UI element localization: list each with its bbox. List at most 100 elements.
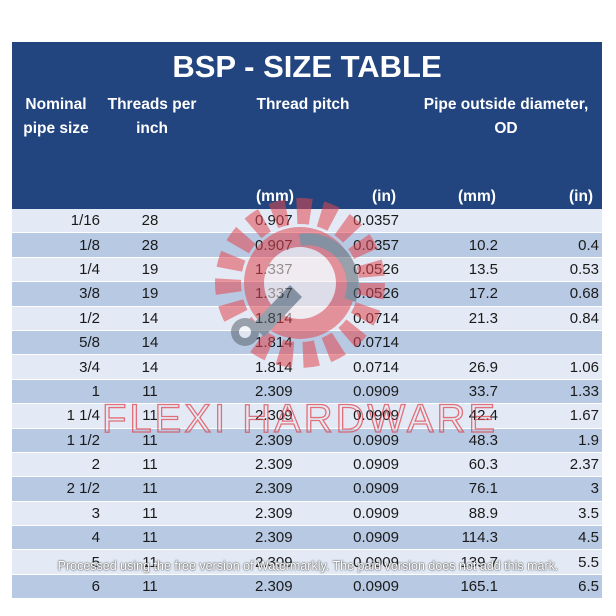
od-in-cell: 3.5 xyxy=(578,504,599,522)
table-row: 5/8 14 1.814 0.0714 xyxy=(12,330,602,356)
pitch-mm-cell: 2.309 xyxy=(255,382,293,400)
pitch-in-cell: 0.0909 xyxy=(353,456,399,474)
pitch-in-cell: 0.0714 xyxy=(353,358,399,376)
od-in-cell: 1.9 xyxy=(578,431,599,449)
od-mm-cell: 114.3 xyxy=(461,529,498,547)
pitch-mm-cell: 2.309 xyxy=(255,431,293,449)
threads-cell: 11 xyxy=(142,504,158,522)
watermark-footnote: Processed using the free version of Wate… xyxy=(57,559,559,573)
pitch-in-cell: 0.0909 xyxy=(353,382,399,400)
threads-cell: 28 xyxy=(141,236,159,254)
od-mm-cell: 42.4 xyxy=(468,407,498,425)
od-in-cell: 5.5 xyxy=(578,553,599,571)
pitch-mm-cell: 2.309 xyxy=(255,578,293,596)
od-mm-cell: 33.7 xyxy=(468,382,498,400)
threads-cell: 11 xyxy=(142,407,158,425)
nominal-size-cell: 6 xyxy=(91,578,100,596)
table-row: 2 1/2 11 2.309 0.0909 76.1 3 xyxy=(12,477,602,502)
nominal-size-cell: 2 xyxy=(91,456,100,474)
od-mm-cell: 17.2 xyxy=(468,285,498,303)
od-in-cell: 0.53 xyxy=(569,260,599,278)
pitch-in-cell: 0.0714 xyxy=(353,309,399,327)
header-nominal-line2: pipe size xyxy=(23,120,89,137)
header-pitch: Thread pitch xyxy=(256,96,350,113)
pitch-in-cell: 0.0714 xyxy=(353,334,399,352)
pitch-mm-cell: 2.309 xyxy=(255,480,293,498)
pitch-in-cell: 0.0357 xyxy=(353,236,399,254)
threads-cell: 11 xyxy=(142,456,158,474)
nominal-size-cell: 1 1/2 xyxy=(66,431,100,449)
nominal-size-cell: 1/16 xyxy=(70,212,100,230)
threads-cell: 28 xyxy=(141,212,159,230)
od-in-cell: 4.5 xyxy=(578,529,599,547)
od-mm-cell: 76.1 xyxy=(468,480,498,498)
table-body: 1/16 28 0.907 0.0357 1/8 28 0.907 0.0357 10.2 0.4… xyxy=(12,209,602,600)
od-in-cell: 6.5 xyxy=(578,578,599,596)
od-in-cell: 0.68 xyxy=(569,285,599,303)
pitch-in-cell: 0.0357 xyxy=(353,212,399,230)
header-od-line2: OD xyxy=(494,120,518,137)
nominal-size-cell: 2 1/2 xyxy=(66,480,100,498)
table-row: 2 11 2.309 0.0909 60.3 2.37 xyxy=(12,452,602,478)
nominal-size-cell: 1/2 xyxy=(79,309,100,327)
table-header: Nominal pipe size Threads per inch Threa… xyxy=(12,91,602,209)
nominal-size-cell: 3/4 xyxy=(79,358,100,376)
pitch-in-cell: 0.0909 xyxy=(353,578,399,596)
header-od-line1: Pipe outside diameter, xyxy=(423,96,589,113)
pitch-mm-cell: 2.309 xyxy=(255,504,293,522)
pitch-in-cell: 0.0526 xyxy=(353,285,399,303)
threads-cell: 14 xyxy=(141,334,159,352)
table-row: 1 1/2 11 2.309 0.0909 48.3 1.9 xyxy=(12,428,602,453)
pitch-in-cell: 0.0909 xyxy=(353,504,399,522)
table-row: 1/2 14 1.814 0.0714 21.3 0.84 xyxy=(12,306,602,331)
od-in-cell: 0.4 xyxy=(578,236,599,254)
nominal-size-cell: 5 xyxy=(91,553,100,571)
table-row: 1 1/4 11 2.309 0.0909 42.4 1.67 xyxy=(12,404,602,429)
od-mm-cell: 26.9 xyxy=(468,358,498,376)
nominal-size-cell: 1 1/4 xyxy=(66,407,100,425)
od-in-cell: 1.06 xyxy=(569,358,599,376)
unit-od-in: (in) xyxy=(569,188,594,205)
table-row: 6 11 2.309 0.0909 165.1 6.5 xyxy=(12,574,602,600)
threads-cell: 11 xyxy=(142,382,158,400)
threads-cell: 11 xyxy=(142,553,158,571)
od-mm-cell: 48.3 xyxy=(468,431,498,449)
pitch-in-cell: 0.0909 xyxy=(353,529,399,547)
threads-cell: 14 xyxy=(141,309,159,327)
pitch-in-cell: 0.0526 xyxy=(353,260,399,278)
pitch-in-cell: 0.0909 xyxy=(353,431,399,449)
pitch-in-cell: 0.0909 xyxy=(353,480,399,498)
od-in-cell: 3 xyxy=(590,480,599,498)
threads-cell: 11 xyxy=(142,529,158,547)
unit-pitch-mm: (mm) xyxy=(256,188,294,205)
threads-cell: 14 xyxy=(141,358,159,376)
table-row: 1/16 28 0.907 0.0357 xyxy=(12,209,602,234)
bsp-size-table: BSP - SIZE TABLE Nominal pipe size Threa… xyxy=(12,42,602,600)
header-threads-line2: inch xyxy=(136,120,168,137)
threads-cell: 11 xyxy=(142,431,158,449)
od-in-cell: 0.84 xyxy=(569,309,599,327)
header-threads-line1: Threads per xyxy=(107,96,197,113)
header-nominal-line1: Nominal xyxy=(25,96,87,113)
od-in-cell: 2.37 xyxy=(569,456,599,474)
pitch-mm-cell: 2.309 xyxy=(255,456,293,474)
nominal-size-cell: 1 xyxy=(91,382,100,400)
table-row: 1/4 19 1.337 0.0526 13.5 0.53 xyxy=(12,257,602,283)
header-threads: Threads per inch xyxy=(100,93,204,141)
od-mm-cell xyxy=(412,209,498,232)
pitch-in-cell: 0.0909 xyxy=(353,553,399,571)
unit-od-mm: (mm) xyxy=(458,188,496,205)
table-row: 1/8 28 0.907 0.0357 10.2 0.4 xyxy=(12,233,602,258)
od-mm-cell: 88.9 xyxy=(468,504,498,522)
pitch-mm-cell: 2.309 xyxy=(255,407,293,425)
nominal-size-cell: 4 xyxy=(91,529,100,547)
pitch-mm-cell: 2.309 xyxy=(255,529,293,547)
table-row: 3/4 14 1.814 0.0714 26.9 1.06 xyxy=(12,355,602,380)
nominal-size-cell: 3/8 xyxy=(79,285,100,303)
od-mm-cell: 21.3 xyxy=(468,309,498,327)
table-row: 3 11 2.309 0.0909 88.9 3.5 xyxy=(12,501,602,527)
nominal-size-cell: 5/8 xyxy=(79,334,100,352)
od-mm-cell: 10.2 xyxy=(468,236,498,254)
od-in-cell: 1.33 xyxy=(569,382,599,400)
table-row: 5 11 2.309 0.0909 139.7 5.5 xyxy=(12,550,602,575)
